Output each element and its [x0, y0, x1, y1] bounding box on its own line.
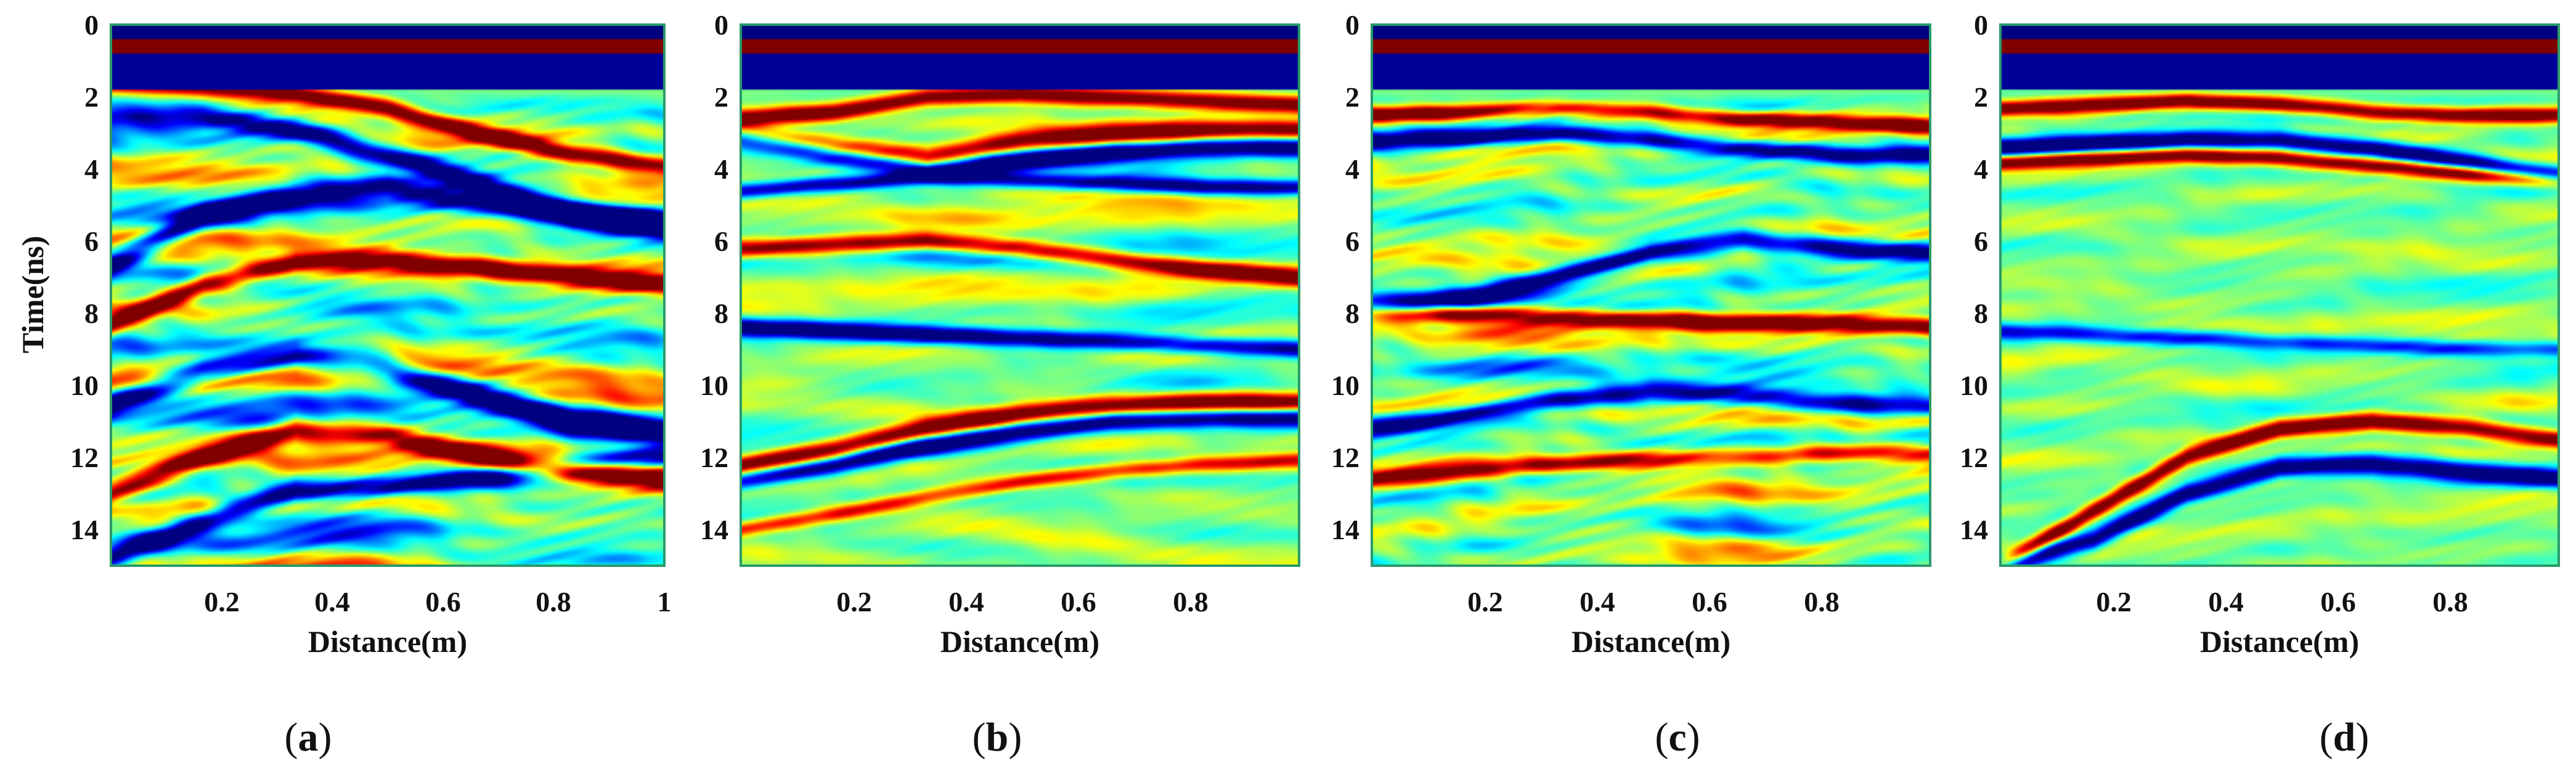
x-ticks-c: 0.2 0.4 0.6 0.8 [1467, 586, 1840, 617]
y-tick-label: 0 [1345, 9, 1359, 41]
y-tick-label: 12 [1331, 442, 1359, 473]
y-tick-label: 4 [1974, 153, 1988, 185]
y-tick-label: 6 [1974, 226, 1988, 257]
y-tick-label: 2 [714, 81, 728, 113]
panel-d: 0 2 4 6 8 10 12 14 0.2 0.4 0.6 0.8 Dista… [1960, 9, 2560, 760]
y-tick-label: 0 [84, 9, 99, 41]
x-tick-label: 0.8 [1804, 586, 1840, 617]
x-axis-label: Distance(m) [940, 624, 1099, 659]
x-tick-label: 0.2 [836, 586, 872, 617]
y-tick-label: 0 [1974, 9, 1988, 41]
x-tick-label: 1 [658, 586, 672, 617]
x-tick-label: 0.8 [1173, 586, 1209, 617]
x-tick-label: 0.2 [1467, 586, 1503, 617]
y-tick-label: 2 [84, 81, 99, 113]
panel-letter: d [2333, 715, 2356, 760]
y-tick-label: 6 [84, 226, 99, 257]
x-axis-label: Distance(m) [1571, 624, 1730, 659]
y-tick-label: 8 [1345, 298, 1359, 329]
plot-frame-a [110, 23, 666, 567]
y-ticks-d: 0 2 4 6 8 10 12 14 [1960, 9, 1988, 545]
y-tick-label: 8 [84, 298, 99, 329]
panel-c: 0 2 4 6 8 10 12 14 0.2 0.4 0.6 0.8 Dista… [1331, 9, 1931, 760]
y-ticks-b: 0 2 4 6 8 10 12 14 [700, 9, 728, 545]
y-tick-label: 14 [700, 514, 728, 545]
y-tick-label: 12 [70, 442, 99, 473]
radargram-image-c [1372, 25, 1930, 566]
y-tick-label: 14 [70, 514, 99, 545]
x-tick-label: 0.4 [948, 586, 984, 617]
x-tick-label: 0.8 [2432, 586, 2468, 617]
y-tick-label: 10 [70, 370, 99, 401]
y-tick-label: 8 [714, 298, 728, 329]
radargram-image-d [2000, 25, 2559, 566]
x-tick-label: 0.2 [2096, 586, 2132, 617]
panel-letter: a [298, 715, 319, 760]
panel-label-c: (c) [1655, 715, 1700, 760]
plot-frame-d [1999, 23, 2560, 567]
x-tick-label: 0.6 [1061, 586, 1096, 617]
y-tick-label: 2 [1974, 81, 1988, 113]
y-tick-label: 2 [1345, 81, 1359, 113]
x-tick-label: 0.2 [204, 586, 240, 617]
y-ticks-c: 0 2 4 6 8 10 12 14 [1331, 9, 1359, 545]
y-tick-label: 14 [1331, 514, 1359, 545]
x-tick-label: 0.6 [1692, 586, 1727, 617]
x-ticks-d: 0.2 0.4 0.6 0.8 [2096, 586, 2468, 617]
plot-frame-b [740, 23, 1300, 567]
y-tick-label: 6 [1345, 226, 1359, 257]
radargram-image-a [111, 25, 664, 566]
y-tick-label: 8 [1974, 298, 1988, 329]
x-tick-label: 0.4 [2208, 586, 2244, 617]
x-tick-label: 0.6 [425, 586, 461, 617]
panel-label-b: (b) [972, 715, 1022, 760]
x-tick-label: 0.6 [2320, 586, 2356, 617]
x-axis-label: Distance(m) [308, 624, 467, 659]
x-ticks-a: 0.2 0.4 0.6 0.8 1 [204, 586, 671, 617]
panel-label-d: (d) [2320, 715, 2370, 760]
y-tick-label: 10 [1960, 370, 1988, 401]
y-tick-label: 4 [1345, 153, 1359, 185]
panel-b: 0 2 4 6 8 10 12 14 0.2 0.4 0.6 0.8 Dista… [700, 9, 1300, 760]
y-tick-label: 6 [714, 226, 728, 257]
y-tick-label: 10 [1331, 370, 1359, 401]
x-tick-label: 0.4 [314, 586, 350, 617]
y-tick-label: 4 [84, 153, 99, 185]
x-axis-label: Distance(m) [2200, 624, 2359, 659]
y-tick-label: 14 [1960, 514, 1988, 545]
x-ticks-b: 0.2 0.4 0.6 0.8 [836, 586, 1209, 617]
panel-letter: c [1668, 715, 1686, 760]
panel-label-a: (a) [285, 715, 332, 760]
y-tick-label: 0 [714, 9, 728, 41]
y-axis-label: Time(ns) [15, 236, 50, 354]
x-tick-label: 0.4 [1579, 586, 1615, 617]
y-tick-label: 12 [1960, 442, 1988, 473]
panel-letter: b [986, 715, 1009, 760]
plot-frame-c [1371, 23, 1931, 567]
y-ticks-a: 0 2 4 6 8 10 12 14 [70, 9, 99, 545]
y-tick-label: 10 [700, 370, 728, 401]
radargram-image-b [741, 25, 1299, 566]
panel-a: 0 2 4 6 8 10 12 14 0.2 0.4 0.6 0.8 1 Dis… [70, 9, 672, 760]
y-tick-label: 12 [700, 442, 728, 473]
x-tick-label: 0.8 [536, 586, 571, 617]
y-tick-label: 4 [714, 153, 728, 185]
